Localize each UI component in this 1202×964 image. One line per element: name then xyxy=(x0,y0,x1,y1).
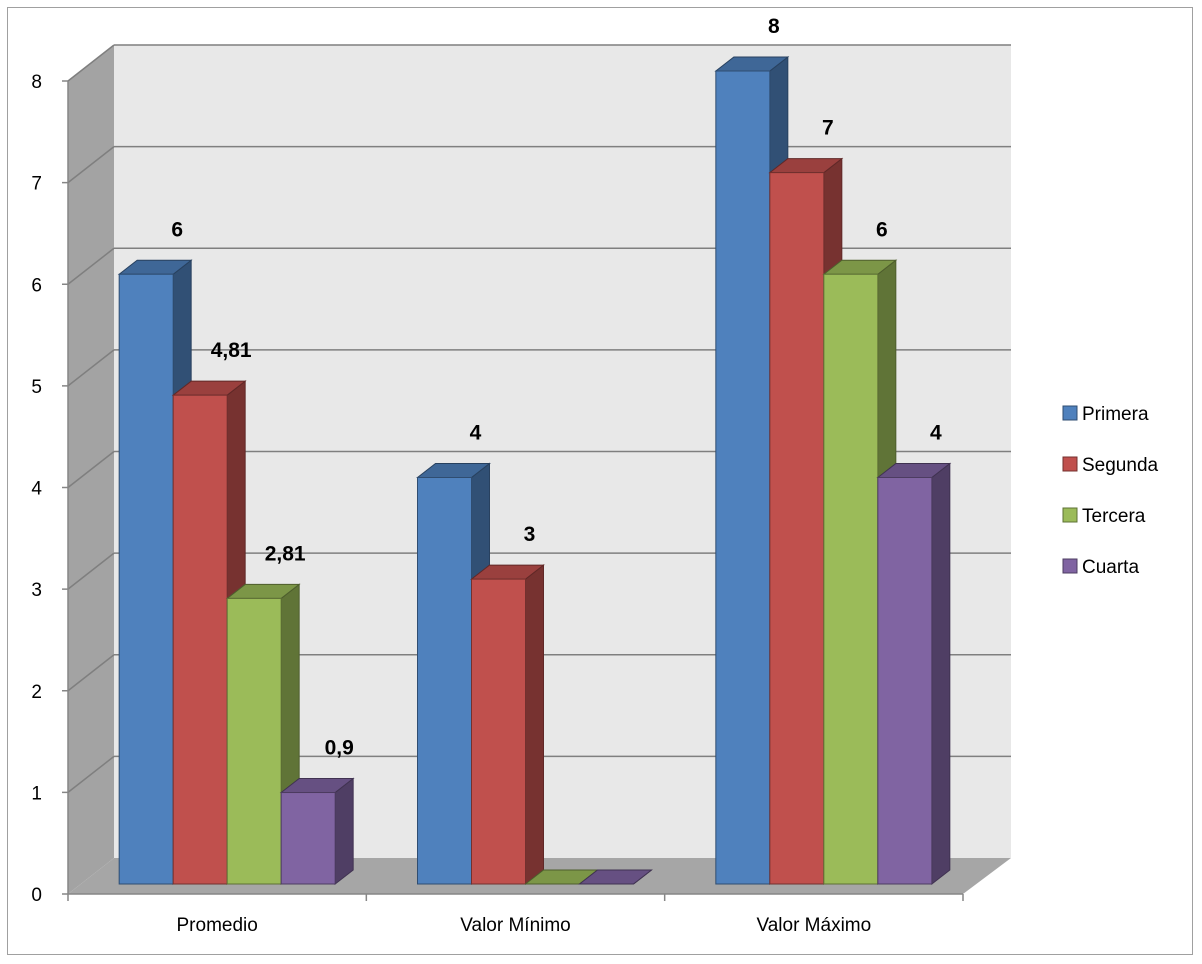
gridline xyxy=(67,247,115,285)
data-label: 4 xyxy=(470,422,482,445)
bar-side xyxy=(931,462,951,886)
y-tick-label: 6 xyxy=(31,275,42,296)
bar-segunda-1 xyxy=(470,564,545,886)
bar-side xyxy=(334,777,354,886)
bar-front xyxy=(877,477,933,885)
bar-cuarta-0 xyxy=(279,777,355,886)
gridline xyxy=(67,44,115,82)
bar-front xyxy=(471,578,526,885)
data-label: 8 xyxy=(768,15,780,38)
legend-swatch xyxy=(1062,558,1078,574)
bar-tercera-0 xyxy=(225,583,301,886)
legend-item-cuarta: Cuarta xyxy=(1062,557,1139,578)
x-tick-label: Valor Mínimo xyxy=(460,915,571,936)
data-label: 4,81 xyxy=(211,339,252,362)
gridline xyxy=(67,349,115,387)
legend-label: Tercera xyxy=(1082,506,1146,527)
gridline xyxy=(67,146,115,184)
y-tick-label: 8 xyxy=(31,72,42,93)
x-tick-label: Valor Máximo xyxy=(756,915,871,936)
y-tick-label: 4 xyxy=(31,479,42,500)
x-tick-label: Promedio xyxy=(177,915,258,936)
bar-top xyxy=(578,869,653,885)
bar-side xyxy=(525,564,544,886)
legend-item-primera: Primera xyxy=(1062,404,1149,425)
legend-label: Segunda xyxy=(1082,455,1159,476)
data-label: 7 xyxy=(822,117,834,140)
data-label: 4 xyxy=(930,422,942,445)
gridline xyxy=(67,552,115,590)
gridline xyxy=(67,450,115,489)
data-label: 2,81 xyxy=(265,542,306,565)
bar-front xyxy=(280,792,336,885)
y-tick-label: 0 xyxy=(31,885,42,906)
y-tick-label: 3 xyxy=(31,580,42,601)
gridline xyxy=(67,755,115,793)
data-label: 6 xyxy=(876,218,888,241)
bar-front xyxy=(118,273,174,885)
legend-item-tercera: Tercera xyxy=(1062,506,1146,527)
bar-front xyxy=(226,597,282,885)
bar-cuarta-2 xyxy=(876,462,952,886)
y-tick-label: 5 xyxy=(31,377,42,398)
bar-front xyxy=(715,70,771,885)
bar-cuarta-1 xyxy=(578,869,653,885)
legend-swatch xyxy=(1062,507,1078,523)
gridline xyxy=(67,654,115,692)
legend-label: Primera xyxy=(1082,404,1149,425)
y-tick-label: 1 xyxy=(31,783,42,804)
bar-front xyxy=(823,273,879,885)
bar-front xyxy=(417,477,472,885)
bar-front xyxy=(769,172,825,885)
legend-item-segunda: Segunda xyxy=(1062,455,1159,476)
data-label: 6 xyxy=(171,218,183,241)
bar-front xyxy=(172,394,228,885)
y-tick-label: 7 xyxy=(31,174,42,195)
legend-swatch xyxy=(1062,405,1078,421)
legend-swatch xyxy=(1062,456,1078,472)
data-label: 0,9 xyxy=(325,737,354,760)
data-label: 3 xyxy=(524,523,536,546)
y-tick-label: 2 xyxy=(31,682,42,703)
legend-label: Cuarta xyxy=(1082,557,1139,578)
